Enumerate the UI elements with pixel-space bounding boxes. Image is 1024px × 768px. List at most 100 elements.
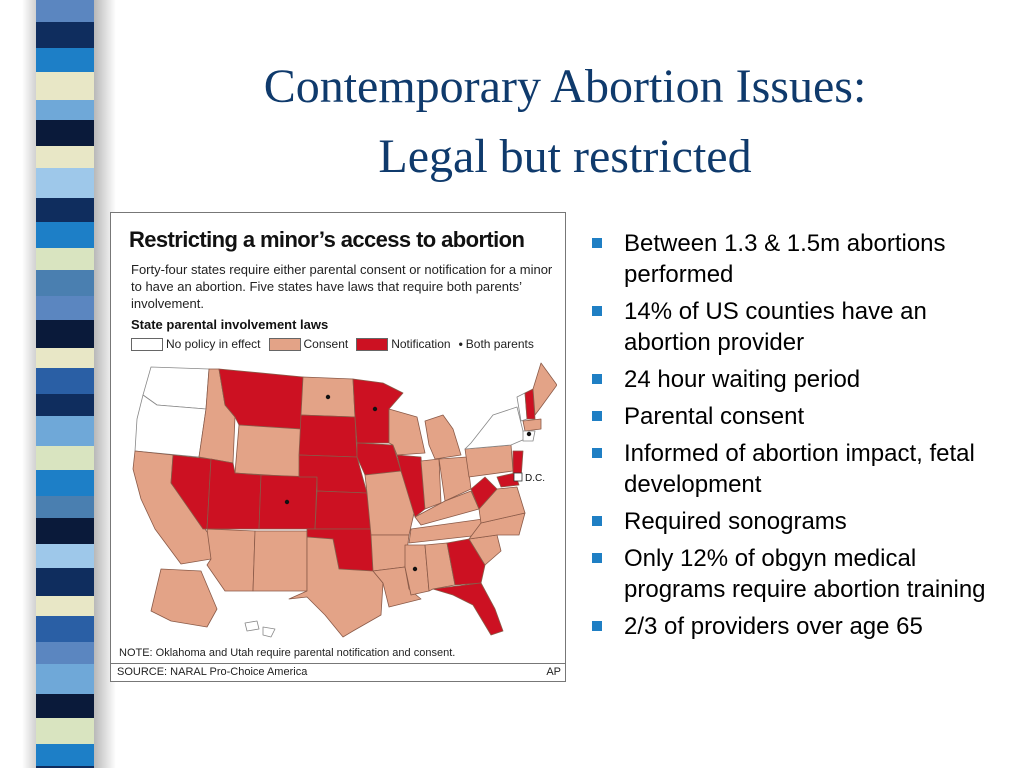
state-texas [288, 536, 384, 638]
stripe-segment [36, 320, 94, 349]
stripe-segment [36, 146, 94, 169]
square-bullet-icon [592, 621, 602, 631]
stripe-segment [36, 270, 94, 297]
stripe-segment [36, 72, 94, 101]
both-parents-dot [284, 499, 290, 505]
graphic-source: SOURCE: NARAL Pro-Choice America [117, 666, 308, 678]
state-indiana [420, 458, 442, 510]
legend-item-notification: Notification [356, 337, 451, 351]
bullet-item: 24 hour waiting period [586, 364, 1006, 395]
dc-marker [513, 472, 523, 482]
us-map: D.C. [132, 362, 557, 638]
graphic-subheading: State parental involvement laws [131, 317, 329, 332]
both-parents-dot [325, 394, 331, 400]
square-bullet-icon [592, 374, 602, 384]
state-hawaii-island [262, 626, 276, 638]
state-wisconsin [388, 408, 426, 456]
both-parents-dot [412, 566, 418, 572]
state-arizona [206, 528, 256, 592]
graphic-credit: AP [546, 666, 561, 678]
square-bullet-icon [592, 448, 602, 458]
both-parents-dot [526, 431, 532, 437]
state-hawaii [244, 620, 260, 632]
map-legend: No policy in effect Consent Notification… [131, 337, 542, 351]
bullet-text: Required sonograms [624, 508, 847, 535]
bullet-item: Only 12% of obgyn medical programs requi… [586, 543, 1006, 605]
stripe-segment [36, 518, 94, 545]
stripe-segment [36, 0, 94, 23]
bullet-item: Required sonograms [586, 506, 1006, 537]
state-illinois [396, 454, 426, 518]
state-new-york [464, 406, 526, 450]
bullet-text: 24 hour waiting period [624, 366, 861, 393]
stripe-segment [36, 568, 94, 597]
stripe-segment [36, 642, 94, 665]
bullet-item: 2/3 of providers over age 65 [586, 611, 1006, 642]
stripe-segment [36, 222, 94, 249]
state-new-mexico [252, 530, 308, 592]
bullet-text: Informed of abortion impact, fetal devel… [624, 440, 975, 498]
bullet-item: Parental consent [586, 401, 1006, 432]
state-south-dakota [298, 414, 358, 458]
state-alaska [150, 568, 218, 628]
stripe-segment [36, 368, 94, 395]
stripe-segment [36, 394, 94, 417]
legend-swatch-none [131, 337, 163, 351]
stripe-segment [36, 470, 94, 497]
slide-title-line-1: Contemporary Abortion Issues: [263, 60, 867, 113]
stripe-segment [36, 120, 94, 147]
square-bullet-icon [592, 553, 602, 563]
stripe-segment [36, 22, 94, 49]
state-alabama [424, 542, 456, 592]
stripe-shadow [22, 0, 36, 768]
square-bullet-icon [592, 306, 602, 316]
stripe-segment [36, 544, 94, 569]
bullet-text: Parental consent [624, 403, 805, 430]
dc-label: D.C. [525, 473, 545, 484]
state-massachusetts [522, 418, 542, 432]
square-bullet-icon [592, 238, 602, 248]
graphic-description: Forty-four states require either parenta… [131, 262, 553, 311]
state-michigan [424, 414, 462, 460]
bullet-text: 14% of US counties have an abortion prov… [624, 298, 927, 356]
stripe-segment [36, 348, 94, 369]
slide-title: Contemporary Abortion Issues: Legal but … [130, 52, 1000, 192]
legend-swatch-consent [268, 337, 301, 351]
bullet-item: Informed of abortion impact, fetal devel… [586, 438, 1006, 500]
state-kansas [314, 490, 372, 530]
stripe-segment [36, 744, 94, 767]
stripe-segment [36, 766, 94, 768]
state-west-virginia [470, 476, 498, 510]
square-bullet-icon [592, 411, 602, 421]
stripe-segment [36, 296, 94, 321]
stripe-segment [36, 596, 94, 617]
state-florida [432, 582, 504, 636]
legend-item-both: • Both parents [459, 337, 534, 351]
legend-label-both: Both parents [465, 337, 534, 351]
bullet-text: Only 12% of obgyn medical programs requi… [624, 545, 986, 603]
slide-title-line-2: Legal but restricted [378, 130, 752, 183]
stripe-segment [36, 100, 94, 121]
stripe-segment [36, 446, 94, 471]
legend-item-consent: Consent [268, 337, 348, 351]
state-maryland [496, 472, 520, 488]
stripe-segment [36, 718, 94, 745]
decorative-stripe-bar [36, 0, 94, 768]
stripe-segment [36, 496, 94, 519]
legend-item-none: No policy in effect [131, 337, 261, 351]
stripe-segment [36, 416, 94, 447]
stripe-segment [36, 168, 94, 199]
graphic-note: NOTE: Oklahoma and Utah require parental… [119, 647, 456, 659]
graphic-source-bar: SOURCE: NARAL Pro-Choice America AP [111, 663, 565, 681]
bullet-text: Between 1.3 & 1.5m abortions performed [624, 230, 946, 288]
state-arkansas [370, 534, 410, 572]
legend-label-none: No policy in effect [166, 337, 261, 351]
bullet-list: Between 1.3 & 1.5m abortions performed 14… [586, 228, 1006, 648]
state-wyoming [234, 424, 302, 478]
news-graphic: Restricting a minor’s access to abortion… [110, 212, 566, 682]
legend-dot-icon: • [458, 337, 463, 351]
legend-swatch-notification [356, 337, 389, 351]
state-maine [532, 362, 557, 416]
stripe-segment [36, 616, 94, 643]
state-mississippi [404, 544, 430, 596]
